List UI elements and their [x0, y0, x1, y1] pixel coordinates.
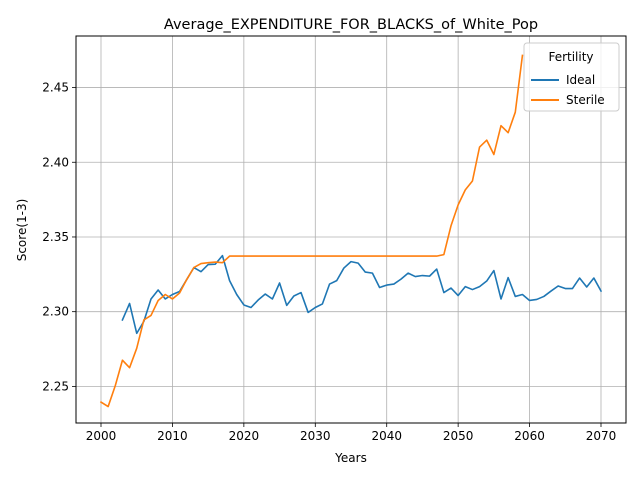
x-tick-label: 2060 — [514, 429, 545, 443]
y-tick-label: 2.45 — [42, 81, 69, 95]
x-tick-label: 2050 — [443, 429, 474, 443]
series-line-ideal — [121, 254, 603, 335]
x-axis-ticks: 2000 2010 2020 2030 2040 2050 2060 2070 — [86, 423, 617, 443]
legend-label-ideal: Ideal — [566, 73, 595, 87]
series-line-sterile — [99, 54, 524, 408]
legend-label-sterile: Sterile — [566, 93, 605, 107]
y-tick-label: 2.35 — [42, 230, 69, 244]
series-lines — [99, 54, 603, 408]
y-tick-label: 2.25 — [42, 379, 69, 393]
x-tick-label: 2040 — [371, 429, 402, 443]
x-tick-label: 2030 — [300, 429, 331, 443]
x-tick-label: 2010 — [157, 429, 188, 443]
x-tick-label: 2000 — [86, 429, 117, 443]
chart-title: Average_EXPENDITURE_FOR_BLACKS_of_White_… — [164, 17, 538, 33]
legend: Fertility Ideal Sterile — [523, 42, 620, 112]
y-axis-label: Score(1-3) — [15, 199, 29, 262]
plot-area-frame — [75, 35, 627, 424]
x-tick-label: 2020 — [229, 429, 260, 443]
y-axis-ticks: 2.25 2.30 2.35 2.40 2.45 — [42, 81, 76, 393]
y-tick-label: 2.40 — [42, 155, 69, 169]
y-tick-label: 2.30 — [42, 305, 69, 319]
legend-title: Fertility — [548, 50, 593, 64]
x-tick-label: 2070 — [586, 429, 617, 443]
legend-box — [523, 42, 620, 112]
x-axis-label: Years — [334, 451, 367, 465]
